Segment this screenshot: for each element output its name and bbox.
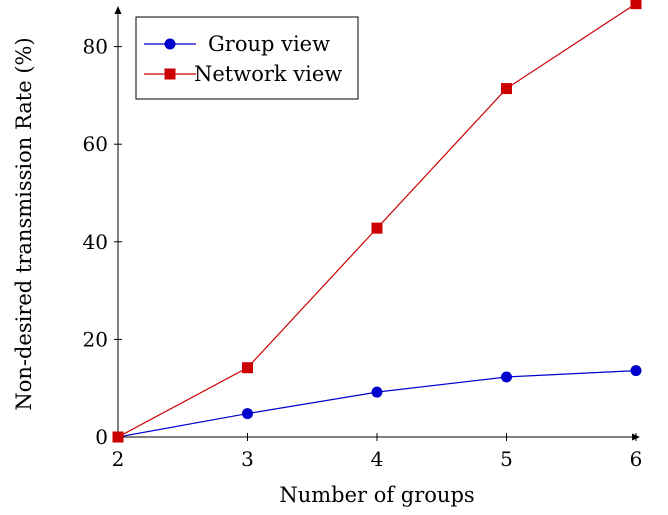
data-point-network-view (371, 222, 383, 234)
legend-label-group-view: Group view (208, 32, 330, 56)
x-tick-label: 5 (500, 447, 513, 471)
y-tick-label: 20 (83, 327, 108, 351)
x-tick-label: 2 (112, 447, 125, 471)
y-tick-label: 0 (95, 425, 108, 449)
data-point-group-view (242, 408, 253, 420)
legend-box (135, 16, 359, 100)
y-axis-arrow (114, 6, 122, 14)
x-tick-label: 3 (241, 447, 254, 471)
legend-label-network-view: Network view (194, 62, 342, 86)
data-point-network-view (112, 431, 124, 443)
legend-marker-network-view (164, 68, 176, 80)
legend: Group view Network view (135, 16, 359, 100)
y-tick-label: 60 (83, 132, 108, 156)
y-axis-label: Non-desired transmission Rate (%) (12, 37, 36, 410)
data-point-group-view (501, 371, 512, 383)
series-line-group-view (117, 370, 637, 438)
data-point-group-view (630, 365, 642, 377)
data-point-group-view (371, 386, 383, 398)
y-tick-label: 80 (83, 35, 108, 59)
data-point-network-view (501, 83, 512, 95)
data-point-network-view (242, 362, 253, 374)
y-tick-label: 40 (83, 230, 108, 254)
data-point-network-view (630, 0, 642, 10)
x-tick-label: 6 (630, 447, 643, 471)
x-axis-label: Number of groups (279, 483, 474, 507)
series-layer (112, 0, 642, 443)
legend-marker-group-view (164, 38, 176, 50)
x-tick-label: 4 (371, 447, 384, 471)
